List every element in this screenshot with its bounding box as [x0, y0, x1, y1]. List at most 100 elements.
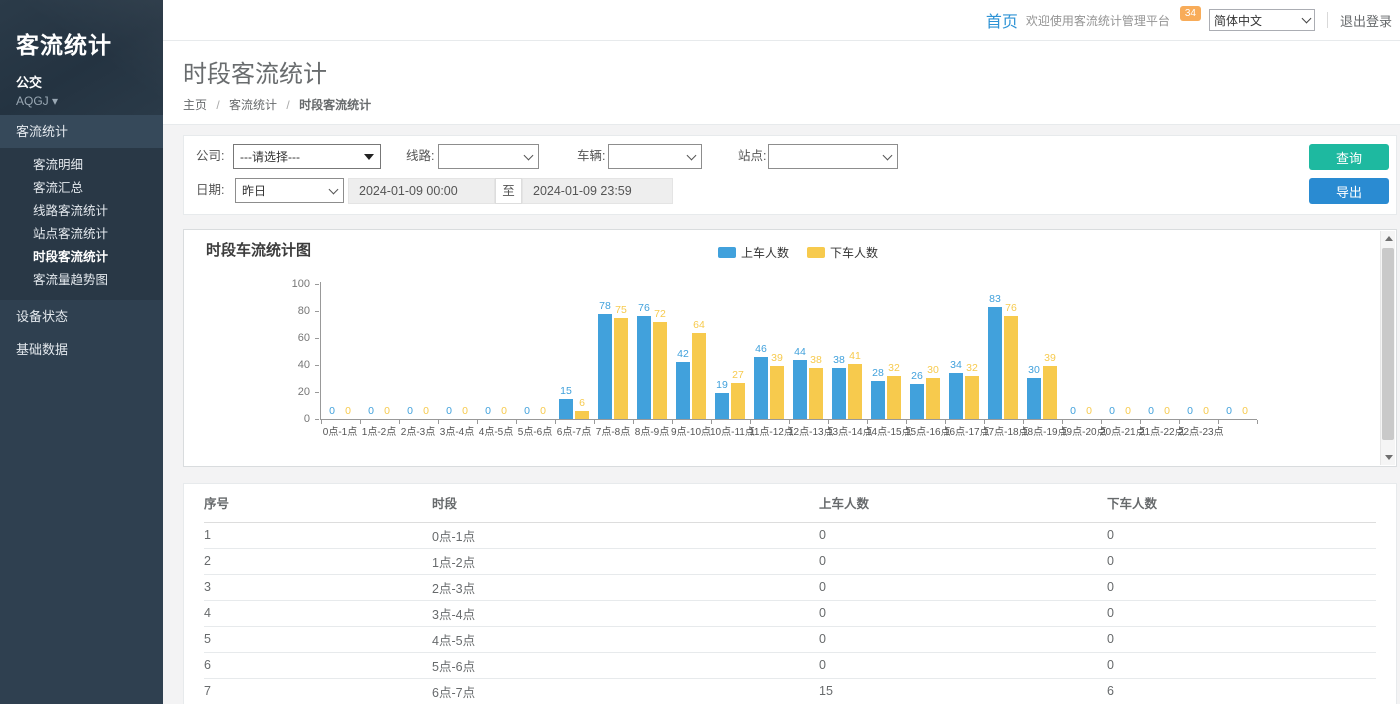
- alighting-value-label: 32: [966, 362, 978, 374]
- sidebar-subitem-客流汇总[interactable]: 客流汇总: [33, 181, 84, 195]
- alighting-value-label: 0: [540, 405, 546, 417]
- x-axis-label: 4点-5点: [478, 427, 514, 438]
- x-axis-label: 20点-21点: [1100, 427, 1146, 438]
- x-axis-label: 3点-4点: [439, 427, 475, 438]
- sidebar-subitem-站点客流统计[interactable]: 站点客流统计: [33, 227, 109, 241]
- table-row: 5 4点-5点 0 0: [204, 626, 1376, 653]
- sidebar-item-passenger-stats[interactable]: 客流统计: [0, 115, 163, 148]
- alighting-bar: [731, 383, 745, 419]
- notification-badge[interactable]: 34: [1179, 5, 1201, 21]
- table-cell: 6: [204, 652, 432, 679]
- alighting-value-label: 0: [345, 405, 351, 417]
- sidebar-subitem-时段客流统计[interactable]: 时段客流统计: [33, 250, 109, 264]
- line-select[interactable]: [438, 144, 539, 169]
- x-axis-tick: [554, 420, 556, 424]
- page-heading: 时段客流统计 主页 / 客流统计 / 时段客流统计: [163, 41, 1400, 125]
- boarding-value-label: 0: [524, 405, 530, 417]
- breadcrumb-section[interactable]: 客流统计: [229, 98, 278, 112]
- boarding-bar: [871, 381, 885, 419]
- table-cell: 6: [1107, 678, 1376, 704]
- x-axis-tick: [827, 420, 829, 424]
- vehicle-select[interactable]: [608, 144, 702, 169]
- date-from-input[interactable]: 2024-01-09 00:00: [348, 178, 495, 204]
- table-cell: 5: [204, 626, 432, 653]
- logout-link[interactable]: 退出登录: [1339, 13, 1392, 29]
- caret-down-icon: ▾: [52, 94, 59, 108]
- y-axis-tick: [315, 311, 319, 312]
- x-axis-tick: [1256, 420, 1258, 424]
- scroll-up-icon[interactable]: [1384, 236, 1393, 241]
- x-axis-tick: [788, 420, 790, 424]
- table-cell: 15: [819, 678, 1107, 704]
- boarding-value-label: 44: [794, 346, 806, 358]
- table-cell: 7: [204, 678, 432, 704]
- y-axis-tick: [315, 419, 319, 420]
- legend-label-alighting: 下车人数: [830, 246, 879, 260]
- x-axis-label: 8点-9点: [634, 427, 670, 438]
- station-select[interactable]: [768, 144, 898, 169]
- boarding-bar: [1027, 378, 1041, 419]
- table-cell: 0: [1107, 548, 1376, 575]
- home-link[interactable]: 首页: [985, 14, 1018, 31]
- boarding-value-label: 34: [950, 359, 962, 371]
- x-axis-tick: [320, 420, 322, 424]
- company-select[interactable]: ---请选择---: [233, 144, 381, 169]
- sidebar-item-设备状态[interactable]: 设备状态: [16, 309, 69, 324]
- search-button[interactable]: 查询: [1309, 144, 1389, 170]
- boarding-value-label: 28: [872, 367, 884, 379]
- table-row: 7 6点-7点 15 6: [204, 678, 1376, 704]
- welcome-text: 欢迎使用客流统计管理平台: [1025, 13, 1170, 28]
- x-axis-label: 21点-22点: [1139, 427, 1185, 438]
- x-axis-label: 6点-7点: [556, 427, 592, 438]
- sidebar-subitem-客流明细[interactable]: 客流明细: [33, 158, 84, 172]
- alighting-bar: [809, 368, 823, 419]
- divider: [1326, 12, 1328, 28]
- page-title: 时段客流统计: [183, 61, 327, 88]
- table-cell: 4: [204, 600, 432, 627]
- y-axis-label: 0: [303, 413, 310, 425]
- sidebar-subitem-客流量趋势图[interactable]: 客流量趋势图: [33, 273, 109, 287]
- table-header-上车人数: 上车人数: [819, 484, 1107, 523]
- alighting-value-label: 0: [423, 405, 429, 417]
- x-axis-tick: [1217, 420, 1219, 424]
- date-preset-select[interactable]: 昨日: [235, 178, 344, 203]
- chart-panel: 时段车流统计图 上车人数 下车人数 0 20 40 60 80 100 0 0 0点-1点 0 0 1…: [183, 229, 1397, 467]
- x-axis-tick: [398, 420, 400, 424]
- table-cell: 1点-2点: [432, 548, 819, 575]
- x-axis-tick: [1178, 420, 1180, 424]
- sidebar-menu: 客流统计客流明细客流汇总线路客流统计 站点客流统计 时段客流统计 客流量趋势图设备状态…: [0, 115, 163, 366]
- breadcrumb-home[interactable]: 主页: [183, 98, 208, 112]
- x-axis-label: 18点-19点: [1022, 427, 1068, 438]
- alighting-bar: [965, 376, 979, 419]
- date-to-input[interactable]: 2024-01-09 23:59: [522, 178, 673, 204]
- table-cell: 0: [819, 574, 1107, 601]
- alighting-bar: [1043, 366, 1057, 419]
- language-select[interactable]: 简体中文: [1208, 9, 1315, 31]
- boarding-value-label: 0: [446, 405, 452, 417]
- sidebar-item-基础数据[interactable]: 基础数据: [16, 342, 69, 357]
- station-label: 站点:: [738, 149, 767, 163]
- x-axis-tick: [1061, 420, 1063, 424]
- y-axis-label: 20: [297, 386, 310, 398]
- export-button[interactable]: 导出: [1309, 178, 1389, 204]
- org-selector[interactable]: AQGJ ▾: [16, 94, 59, 108]
- x-axis-tick: [632, 420, 634, 424]
- scrollbar-thumb[interactable]: [1382, 248, 1394, 440]
- x-axis-label: 0点-1点: [322, 427, 358, 438]
- alighting-value-label: 76: [1005, 302, 1017, 314]
- y-axis-label: 80: [297, 305, 310, 317]
- y-axis-label: 60: [297, 332, 310, 344]
- alighting-value-label: 32: [888, 362, 900, 374]
- table-cell: 0: [1107, 574, 1376, 601]
- filter-panel: 公司: ---请选择--- 线路: 车辆: 站点: 日期: 昨日 2024-01…: [183, 135, 1397, 215]
- alighting-value-label: 0: [1125, 405, 1131, 417]
- sidebar-subitem-线路客流统计[interactable]: 线路客流统计: [33, 204, 109, 218]
- chart-scrollbar[interactable]: [1380, 231, 1395, 465]
- x-axis-label: 11点-12点: [749, 427, 794, 438]
- table-cell: 0: [819, 522, 1107, 549]
- breadcrumb-current: 时段客流统计: [299, 98, 372, 112]
- boarding-bar: [598, 314, 612, 419]
- alighting-value-label: 75: [615, 304, 627, 316]
- x-axis-label: 9点-10点: [671, 427, 712, 438]
- scroll-down-icon[interactable]: [1384, 455, 1393, 460]
